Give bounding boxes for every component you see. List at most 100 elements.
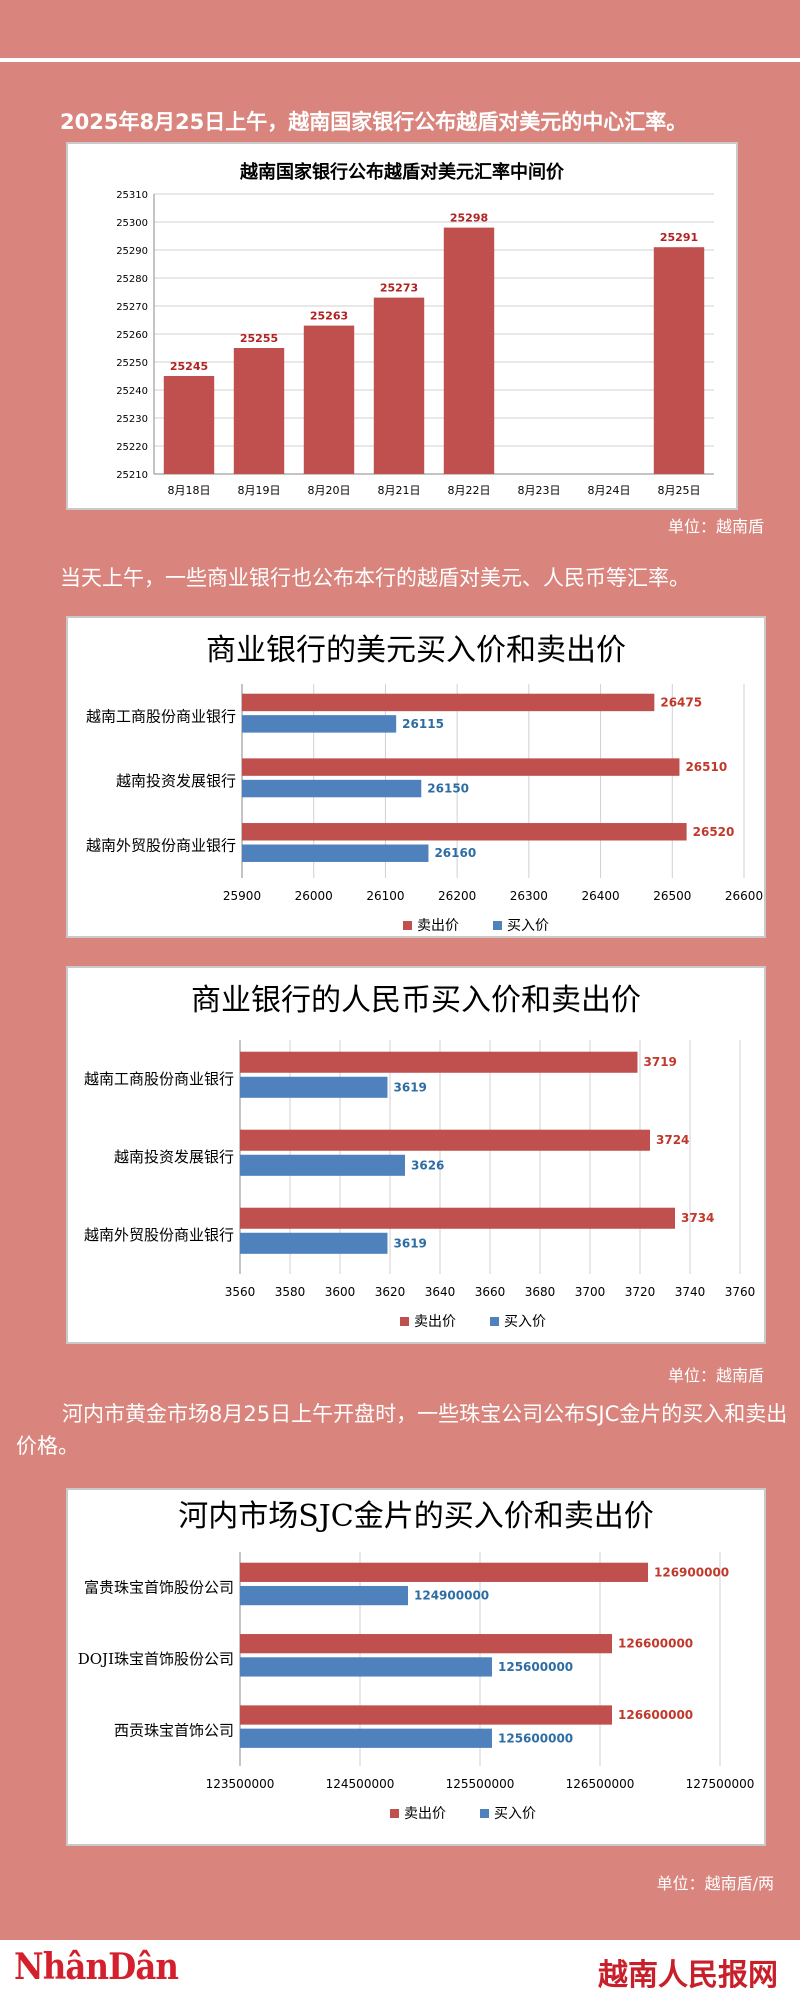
x-tick-label: 26400: [581, 889, 619, 903]
x-tick-label: 3700: [575, 1285, 606, 1299]
y-tick-label: 25270: [116, 302, 148, 313]
y-tick-label: 25220: [116, 442, 148, 453]
cny-bank-rate-chart: 商业银行的人民币买入价和卖出价 3560 3580 3600 3620 3640 3660 3…: [84, 983, 756, 1330]
x-tick-label: 8月22日: [448, 484, 491, 497]
y-tick-label: 25250: [116, 358, 148, 369]
x-tick-label: 8月20日: [308, 484, 351, 497]
bar-sell: [242, 693, 655, 712]
x-tick-label: 124500000: [326, 1777, 395, 1791]
x-tick-label: 8月25日: [658, 484, 701, 497]
chart-title: 商业银行的人民币买入价和卖出价: [191, 983, 641, 1018]
category-label: 越南投资发展银行: [116, 772, 236, 790]
data-label-buy: 26150: [427, 782, 469, 796]
chart-title: 商业银行的美元买入价和卖出价: [206, 633, 626, 668]
data-label-buy: 3619: [394, 1080, 427, 1094]
bar-sell: [240, 1634, 612, 1654]
site-name[interactable]: 越南人民报网: [598, 1958, 778, 1993]
y-tick-label: 25240: [116, 386, 148, 397]
y-tick-label: 25290: [116, 246, 148, 257]
x-tick-label: 125500000: [446, 1777, 515, 1791]
x-tick-label: 8月23日: [518, 484, 561, 497]
y-tick-label: 25280: [116, 274, 148, 285]
x-tick-label: 3600: [325, 1285, 356, 1299]
data-label-buy: 3619: [394, 1236, 427, 1250]
x-tick-label: 3760: [725, 1285, 756, 1299]
y-tick-label: 25210: [116, 470, 148, 481]
data-label: 25291: [660, 231, 698, 244]
y-tick-label: 25300: [116, 218, 148, 229]
x-tick-label: 126500000: [566, 1777, 635, 1791]
data-label-sell: 26520: [693, 825, 735, 839]
data-label: 25245: [170, 360, 208, 373]
bar-buy: [240, 1232, 388, 1254]
legend-label-buy: 买入价: [494, 1806, 536, 1822]
bar-buy: [240, 1585, 408, 1606]
data-label-buy: 26115: [402, 717, 444, 731]
chart-card-2: 商业银行的美元买入价和卖出价 25900 26000 26100 26200 26300 2…: [66, 616, 766, 938]
category-label: 富贵珠宝首饰股份公司: [84, 1579, 234, 1597]
unit-label-2: 单位：越南盾: [667, 1366, 764, 1385]
bar-buy: [242, 715, 397, 733]
unit-label-1: 单位：越南盾: [667, 517, 764, 536]
x-tick-label: 3560: [225, 1285, 256, 1299]
data-label-sell: 126600000: [618, 1637, 693, 1651]
bar: [163, 376, 215, 474]
data-label: 25273: [380, 282, 418, 295]
data-label-buy: 3626: [411, 1158, 444, 1172]
x-tick-label: 3720: [625, 1285, 656, 1299]
data-label-sell: 3724: [656, 1133, 689, 1147]
x-tick-label: 26600: [725, 889, 763, 903]
y-tick-label: 25230: [116, 414, 148, 425]
x-tick-label: 3580: [275, 1285, 306, 1299]
category-label: 西贡珠宝首饰公司: [114, 1721, 234, 1739]
nhandan-logo[interactable]: NhânDân: [14, 1946, 179, 1988]
data-label-buy: 124900000: [414, 1589, 489, 1603]
legend-swatch-sell: [390, 1809, 399, 1818]
central-rate-chart: 越南国家银行公布越盾对美元汇率中间价 25210 25220 25230 25240 25…: [116, 161, 714, 497]
x-tick-label: 127500000: [686, 1777, 755, 1791]
legend-label-buy: 买入价: [504, 1314, 546, 1330]
bar-sell: [240, 1705, 612, 1725]
x-tick-label: 25900: [223, 889, 261, 903]
data-label-sell: 3734: [681, 1211, 714, 1225]
bar: [653, 247, 705, 474]
legend-label-sell: 卖出价: [404, 1806, 446, 1822]
bar-sell: [242, 823, 687, 841]
data-label-sell: 26510: [685, 760, 727, 774]
legend-label-sell: 卖出价: [414, 1314, 456, 1330]
bar-buy: [240, 1076, 388, 1098]
bar-buy: [240, 1728, 492, 1748]
bar-buy: [242, 779, 422, 798]
category-label: 越南工商股份商业银行: [84, 1070, 234, 1088]
bar-buy: [242, 844, 429, 862]
x-tick-label: 26200: [438, 889, 476, 903]
top-divider: [0, 58, 800, 62]
chart-card-1: 越南国家银行公布越盾对美元汇率中间价 25210 25220 25230 25240 25…: [66, 142, 738, 510]
bar-buy: [240, 1154, 405, 1176]
data-label-sell: 26475: [660, 695, 702, 709]
chart-title: 越南国家银行公布越盾对美元汇率中间价: [239, 161, 565, 183]
x-tick-label: 26300: [510, 889, 548, 903]
data-label-sell: 126900000: [654, 1565, 729, 1579]
x-tick-label: 3680: [525, 1285, 556, 1299]
category-label: DOJI珠宝首饰股份公司: [78, 1650, 234, 1668]
bar-sell: [240, 1051, 638, 1073]
category-label: 越南工商股份商业银行: [86, 707, 236, 725]
data-label-buy: 125600000: [498, 1731, 573, 1745]
usd-bank-rate-chart: 商业银行的美元买入价和卖出价 25900 26000 26100 26200 26300 2…: [86, 633, 763, 934]
data-label: 25298: [450, 212, 488, 225]
x-tick-label: 26100: [366, 889, 404, 903]
x-tick-label: 8月21日: [378, 484, 421, 497]
bar-sell: [242, 758, 680, 776]
data-label-sell: 3719: [644, 1055, 677, 1069]
x-tick-label: 8月19日: [238, 484, 281, 497]
chart-card-4: 河内市场SJC金片的买入价和卖出价 123500000 124500000 12550…: [66, 1488, 766, 1846]
x-tick-label: 26000: [295, 889, 333, 903]
data-label-buy: 125600000: [498, 1660, 573, 1674]
footer: NhânDân 越南人民报网: [0, 1940, 800, 2000]
bar: [233, 348, 285, 474]
intro-paragraph-2: 当天上午，一些商业银行也公布本行的越盾对美元、人民币等汇率。: [60, 566, 690, 590]
chart-card-3: 商业银行的人民币买入价和卖出价 3560 3580 3600 3620 3640 3660 3…: [66, 966, 766, 1344]
data-label: 25263: [310, 310, 348, 323]
chart-title: 河内市场SJC金片的买入价和卖出价: [178, 1499, 654, 1534]
